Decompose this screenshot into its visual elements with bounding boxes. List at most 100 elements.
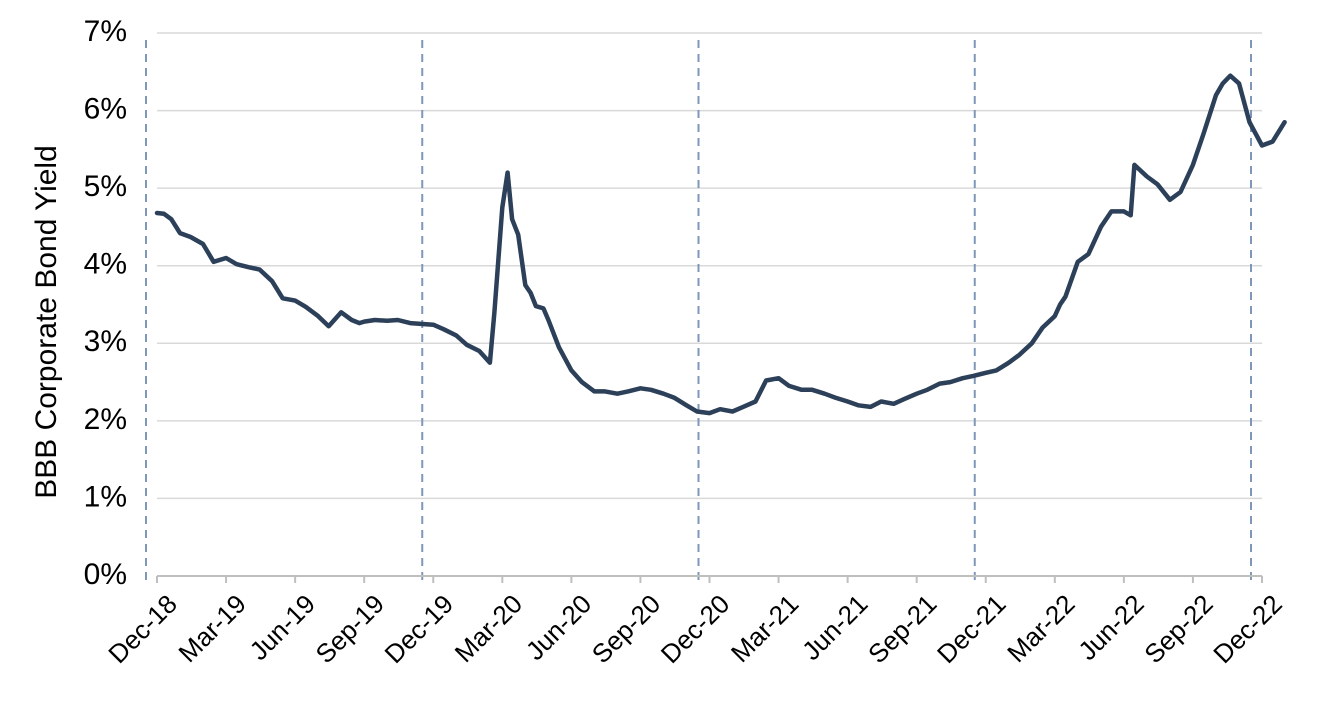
data-point [542,307,545,310]
data-point [258,268,261,271]
data-point [529,292,532,294]
data-point [604,390,606,393]
y-tick-label: 1% [84,480,127,513]
data-point [938,382,941,385]
data-point [340,311,343,314]
data-point [570,369,573,372]
x-tick-label: Dec-20 [655,589,735,669]
y-axis-label: BBB Corporate Bond Yield [30,145,63,499]
data-point [455,334,458,337]
data-point [202,243,204,245]
data-point [358,322,361,324]
data-point [1008,361,1010,364]
data-point [1261,144,1263,147]
data-point [696,410,698,413]
data-point [995,369,998,372]
data-point [1041,327,1044,329]
data-point [985,372,987,374]
data-point [1222,82,1224,85]
data-point [1054,315,1056,317]
y-tick-label: 3% [84,325,127,358]
x-tick-label: Sep-20 [586,589,666,669]
data-point [271,280,273,283]
data-point [949,381,952,383]
data-point [880,400,882,403]
data-point [892,403,895,405]
data-point [1133,164,1136,166]
data-point [788,385,790,387]
data-point [374,319,376,321]
x-tick-label: Jun-21 [796,589,873,666]
x-tick-label: Jun-22 [1072,589,1149,666]
data-point [650,389,652,391]
data-point [1018,354,1021,356]
data-point [170,218,173,220]
x-tick-label: Sep-22 [1138,589,1218,669]
data-point [765,379,767,382]
y-tick-label: 4% [84,248,127,281]
data-point [409,322,412,324]
data-point [547,319,550,321]
data-point [1100,226,1102,228]
data-point [742,406,744,408]
data-point [156,212,158,214]
data-point [1215,94,1217,96]
data-point [869,406,872,408]
data-point [1087,253,1090,255]
data-point [903,398,905,400]
y-tick-label: 5% [84,170,127,203]
data-point [1229,74,1232,77]
x-tick-label: Dec-18 [102,589,182,669]
x-tick-label: Mar-20 [449,589,528,668]
x-tick-label: Dec-21 [931,589,1011,669]
x-tick-label: Mar-19 [172,589,251,668]
data-point [1156,183,1159,186]
data-point [501,206,504,209]
data-point [915,392,918,395]
data-point [662,392,665,395]
dashed-markers [145,40,1252,584]
data-point [1179,191,1182,193]
data-point [731,410,734,413]
series-line [154,73,1287,416]
data-point [304,306,307,308]
data-point [1077,261,1079,263]
data-point [558,346,560,349]
data-point [420,323,422,325]
data-point [627,390,629,393]
data-point [189,236,192,238]
data-point [163,212,165,215]
data-point [972,375,975,377]
y-axis-tick-labels: 0% 1% 2% 3% 4% 5% 6% 7% [84,15,127,591]
series-group [154,73,1287,416]
x-tick-label: Jun-19 [244,589,321,666]
data-point [350,319,353,321]
data-point [857,404,859,407]
data-point [1064,295,1067,298]
x-tick-label: Dec-22 [1207,589,1287,669]
data-point [1129,214,1132,217]
data-point [1202,133,1205,135]
data-point [489,361,491,364]
data-point [846,400,849,403]
data-point [581,381,583,383]
data-point [1238,82,1240,85]
data-point [524,284,527,286]
data-point [327,325,330,328]
data-point [1169,199,1171,201]
gridlines [157,32,1262,500]
data-point [478,350,481,352]
data-point [443,328,445,331]
data-point [225,257,227,259]
data-point [466,344,468,346]
y-tick-label: 6% [84,92,127,125]
data-point [1283,121,1286,123]
data-point [834,396,836,399]
data-point [926,389,929,391]
data-point [754,400,757,403]
x-tick-label: Sep-19 [310,589,390,669]
data-point [1059,303,1061,306]
data-point [673,396,675,399]
x-axis-tick-labels: Dec-18Mar-19Jun-19Sep-19Dec-19Mar-20Jun-… [102,589,1287,669]
